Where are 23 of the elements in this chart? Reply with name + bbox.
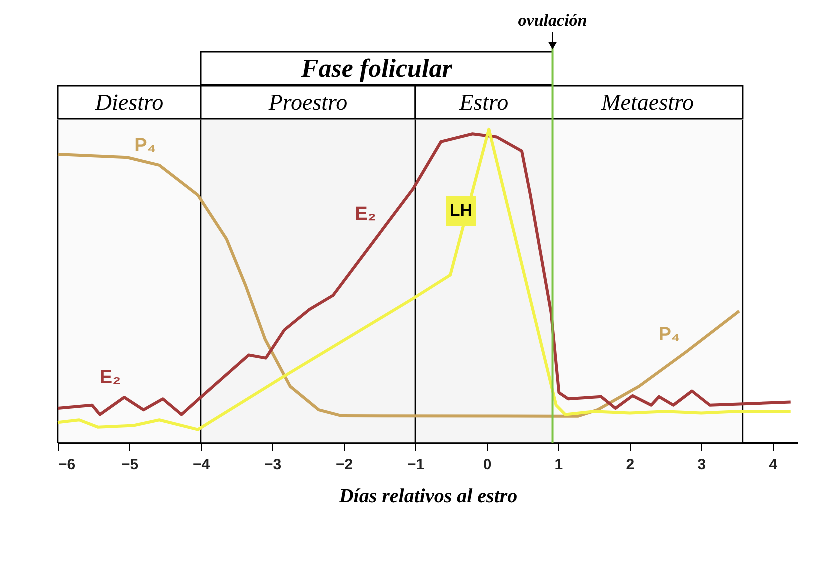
x-tick-label: 3 [698,456,706,474]
x-tick-label: −6 [58,456,76,474]
x-tick-label: 0 [483,456,492,474]
annotation: P₄ [658,324,680,346]
band-label: Metaestro [600,90,694,115]
band-label: Proestro [268,90,348,115]
annotation: E₂ [100,368,122,389]
annotation: LH [450,200,473,220]
ref-line-label: ovulación [518,11,588,30]
x-tick-label: −2 [336,456,354,474]
x-tick-label: 1 [554,456,564,474]
band-label: Fase folicular [300,54,454,83]
band-label: Diestro [94,90,164,115]
x-tick-label: −1 [407,456,425,474]
x-tick-label: 4 [769,456,778,474]
x-axis-title: Días relativos al estro [338,486,518,508]
x-tick-label: −3 [264,456,282,474]
band-label: Estro [458,90,509,115]
annotation: P₄ [134,135,156,156]
x-tick-label: −5 [121,456,139,474]
annotation: E₂ [355,204,376,225]
x-tick-label: −4 [192,456,211,474]
x-tick-label: 2 [626,456,635,474]
